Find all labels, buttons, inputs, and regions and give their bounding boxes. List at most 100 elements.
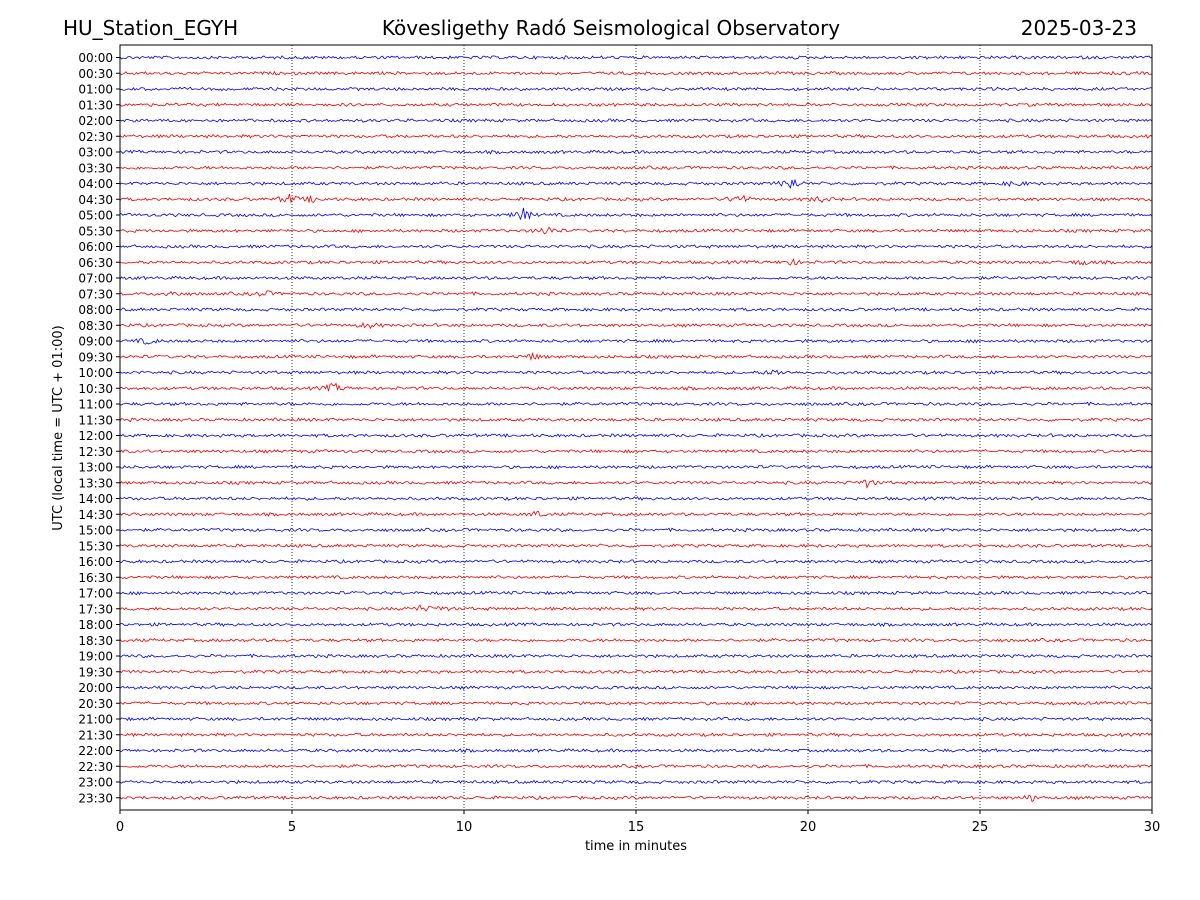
trace-1230 (119, 449, 1153, 454)
y-tick-label: 16:00 (78, 555, 113, 569)
trace-0030 (119, 70, 1153, 76)
grid-lines (291, 45, 981, 810)
trace-0200 (119, 118, 1153, 123)
trace-1000 (119, 369, 1153, 376)
y-tick-label: 02:30 (78, 130, 113, 144)
y-tick-label: 03:00 (78, 146, 113, 160)
trace-1200 (119, 432, 1153, 438)
x-axis-ticks: 0 5 10 15 20 25 30 (116, 810, 1160, 835)
trace-2330 (119, 794, 1153, 802)
y-tick-label: 18:30 (78, 634, 113, 648)
trace-0700 (119, 275, 1153, 281)
y-tick-label: 06:30 (78, 256, 113, 270)
trace-2000 (119, 685, 1153, 690)
trace-0830 (119, 321, 1153, 330)
y-tick-label: 04:30 (78, 193, 113, 207)
trace-2230 (119, 763, 1153, 769)
x-tick-label: 30 (1144, 820, 1161, 835)
trace-2200 (119, 748, 1153, 754)
y-tick-label: 04:00 (78, 177, 113, 191)
y-tick-label: 22:30 (78, 760, 113, 774)
trace-1930 (119, 669, 1153, 675)
station-name: HU_Station_EGYH (63, 16, 239, 40)
record-date: 2025-03-23 (1020, 16, 1137, 40)
trace-1030 (119, 382, 1153, 392)
trace-0130 (119, 102, 1153, 108)
y-tick-label: 00:30 (78, 67, 113, 81)
y-tick-label: 01:30 (78, 98, 113, 112)
trace-0000 (119, 55, 1153, 61)
trace-1430 (119, 510, 1153, 517)
x-axis-label: time in minutes (585, 839, 687, 854)
trace-2130 (119, 732, 1153, 738)
trace-0600 (119, 244, 1153, 249)
trace-1330 (119, 479, 1153, 489)
y-tick-label: 03:30 (78, 161, 113, 175)
trace-1600 (119, 558, 1153, 564)
y-tick-label: 17:00 (78, 587, 113, 601)
trace-1900 (119, 653, 1153, 659)
y-tick-label: 16:30 (78, 571, 113, 585)
y-tick-label: 22:00 (78, 744, 113, 758)
y-tick-label: 18:00 (78, 618, 113, 632)
y-tick-label: 19:30 (78, 665, 113, 679)
y-tick-label: 05:30 (78, 224, 113, 238)
trace-0430 (119, 193, 1153, 204)
y-tick-label: 12:30 (78, 445, 113, 459)
trace-2300 (119, 779, 1153, 785)
y-tick-label: 09:00 (78, 335, 113, 349)
x-tick-label: 15 (628, 820, 645, 835)
x-tick-label: 10 (456, 820, 473, 835)
trace-0330 (119, 165, 1153, 171)
trace-1700 (119, 590, 1153, 596)
trace-1500 (119, 527, 1153, 533)
y-tick-label: 20:30 (78, 697, 113, 711)
trace-1830 (119, 637, 1153, 643)
trace-0900 (119, 338, 1153, 345)
trace-2100 (119, 716, 1153, 722)
y-tick-label: 14:30 (78, 508, 113, 522)
x-tick-label: 25 (972, 820, 989, 835)
y-tick-label: 14:00 (78, 492, 113, 506)
trace-0400 (119, 178, 1153, 189)
y-tick-label: 06:00 (78, 240, 113, 254)
y-tick-label: 00:00 (78, 51, 113, 65)
trace-1530 (119, 543, 1153, 549)
trace-1400 (119, 496, 1153, 501)
y-tick-label: 10:30 (78, 382, 113, 396)
trace-1800 (119, 622, 1153, 628)
y-tick-label: 20:00 (78, 681, 113, 695)
y-tick-label: 21:00 (78, 713, 113, 727)
seismic-traces (119, 55, 1153, 802)
y-tick-label: 08:30 (78, 319, 113, 333)
y-tick-label: 01:00 (78, 83, 113, 97)
trace-1300 (119, 464, 1153, 470)
trace-0730 (119, 290, 1153, 297)
trace-0500 (119, 207, 1153, 221)
y-tick-label: 05:00 (78, 209, 113, 223)
trace-1100 (119, 401, 1153, 407)
y-tick-label: 13:00 (78, 461, 113, 475)
y-tick-label: 11:00 (78, 398, 113, 412)
y-tick-label: 15:00 (78, 524, 113, 538)
y-tick-label: 02:00 (78, 114, 113, 128)
y-tick-label: 12:00 (78, 429, 113, 443)
trace-0100 (119, 86, 1153, 92)
trace-2030 (119, 700, 1153, 706)
trace-1730 (119, 604, 1153, 612)
y-tick-label: 08:00 (78, 303, 113, 317)
y-axis-label: UTC (local time = UTC + 01:00) (51, 325, 66, 530)
x-tick-label: 5 (288, 820, 296, 835)
y-tick-label: 13:30 (78, 476, 113, 490)
x-tick-label: 20 (800, 820, 817, 835)
y-tick-label: 07:30 (78, 287, 113, 301)
trace-0630 (119, 258, 1153, 266)
y-tick-label: 10:00 (78, 366, 113, 380)
y-tick-label: 21:30 (78, 728, 113, 742)
y-tick-label: 07:00 (78, 272, 113, 286)
y-tick-label: 23:30 (78, 791, 113, 805)
trace-0930 (119, 351, 1153, 361)
trace-1630 (119, 574, 1153, 580)
